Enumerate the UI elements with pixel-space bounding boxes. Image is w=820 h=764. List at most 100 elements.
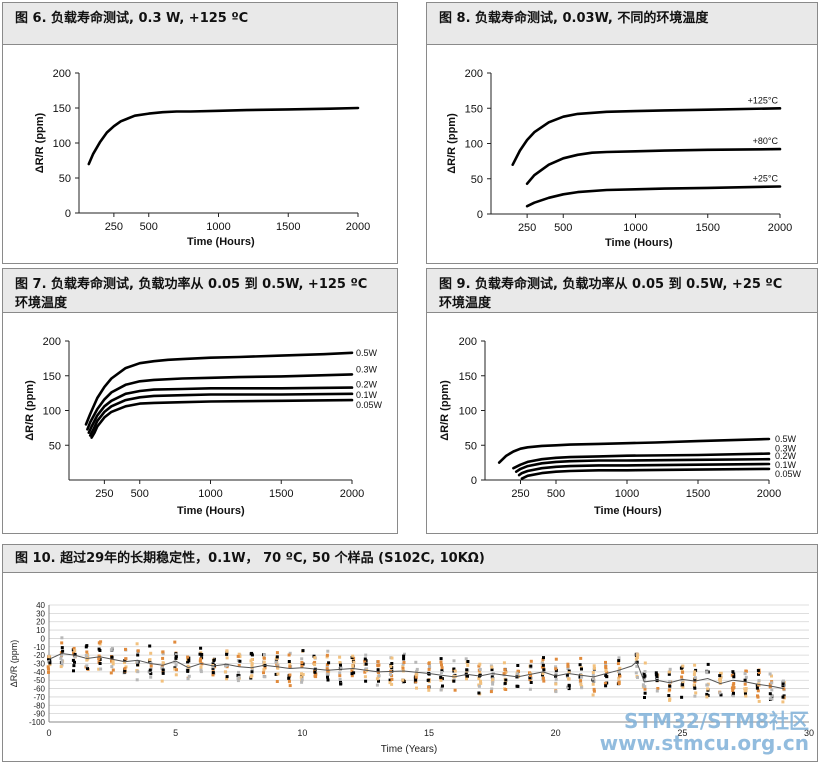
data-point [604, 665, 608, 668]
data-point [654, 671, 658, 675]
data-point [123, 667, 127, 670]
data-point [681, 680, 685, 684]
data-point [186, 677, 190, 681]
series-label: 0.1W [775, 460, 797, 470]
x-tick-label: 500 [554, 222, 572, 234]
data-point [198, 659, 202, 663]
data-point [479, 679, 482, 683]
data-point [249, 675, 253, 679]
data-point [529, 659, 533, 663]
series-line [512, 452, 771, 470]
data-point [516, 664, 520, 667]
data-point [743, 690, 747, 694]
data-point [681, 670, 685, 674]
data-point [263, 653, 266, 657]
data-point [59, 656, 63, 660]
data-point [634, 671, 638, 675]
data-point [580, 686, 584, 690]
data-point [731, 683, 735, 687]
series-line [87, 106, 360, 166]
data-point [604, 669, 608, 672]
data-point [593, 666, 596, 670]
data-point [211, 666, 215, 670]
data-point [592, 689, 596, 693]
data-point [540, 665, 544, 669]
data-point [71, 658, 75, 662]
figure-8-title: 图 8. 负载寿命测试, 0.03W, 不同的环境温度 [439, 11, 709, 26]
data-point [364, 653, 368, 657]
x-axis-label: Time (Hours) [594, 505, 662, 517]
figure-8-panel: 图 8. 负载寿命测试, 0.03W, 不同的环境温度 0 50 100 150 200… [426, 2, 818, 264]
x-tick-label: 2000 [346, 221, 370, 233]
data-point [743, 672, 747, 676]
data-point [173, 660, 177, 664]
data-point [567, 669, 571, 673]
data-point [187, 659, 191, 663]
data-point [591, 671, 595, 674]
data-point [238, 659, 242, 663]
data-point [636, 653, 640, 657]
data-point [466, 660, 470, 663]
data-point [681, 683, 685, 687]
data-point [478, 662, 482, 666]
data-point [603, 681, 607, 685]
data-point [668, 684, 672, 688]
data-point [732, 682, 736, 685]
data-point [60, 653, 64, 657]
series-label: 0.3W [356, 364, 378, 374]
data-point [643, 670, 647, 673]
data-point [275, 655, 279, 659]
data-point [313, 656, 317, 660]
data-point [706, 662, 710, 666]
data-point [47, 667, 50, 671]
data-point [528, 687, 532, 691]
data-point [604, 663, 608, 667]
data-point [274, 660, 278, 664]
y-tick-label: 200 [459, 336, 477, 348]
data-point [325, 667, 329, 671]
data-point [477, 684, 481, 688]
data-point [300, 672, 303, 676]
data-point [288, 651, 292, 655]
data-point [86, 667, 89, 670]
data-point [744, 692, 747, 696]
data-point [314, 672, 318, 676]
data-point [439, 675, 443, 679]
data-point [262, 671, 265, 675]
data-point [161, 652, 165, 656]
x-tick-label: 1500 [269, 488, 293, 500]
series-label: 0.5W [356, 348, 378, 358]
data-point [490, 675, 494, 679]
data-point [770, 681, 774, 685]
data-point [403, 652, 406, 656]
data-point [705, 683, 709, 687]
x-axis-label: Time (Hours) [177, 505, 245, 517]
data-point [605, 670, 609, 674]
series-line [88, 392, 354, 437]
series-line [525, 185, 782, 208]
data-point [97, 641, 101, 645]
data-point [135, 678, 139, 682]
data-point [440, 671, 443, 674]
data-point [477, 677, 481, 680]
data-point [199, 646, 203, 650]
data-point [453, 688, 457, 692]
data-point [299, 675, 303, 679]
data-point [225, 677, 229, 681]
y-tick-label: -10 [33, 643, 45, 652]
data-point [97, 654, 101, 658]
data-point [61, 649, 65, 653]
data-point [554, 665, 558, 669]
y-tick-label: 0 [65, 208, 71, 220]
data-point [402, 657, 406, 661]
data-point [48, 661, 52, 665]
data-point [276, 663, 280, 667]
series-label: +125°C [748, 95, 779, 105]
data-point [225, 652, 229, 656]
data-point [452, 659, 456, 663]
data-point [427, 685, 430, 689]
data-point [781, 700, 785, 704]
data-point [326, 678, 330, 682]
data-point [262, 668, 266, 672]
data-point [566, 675, 569, 679]
